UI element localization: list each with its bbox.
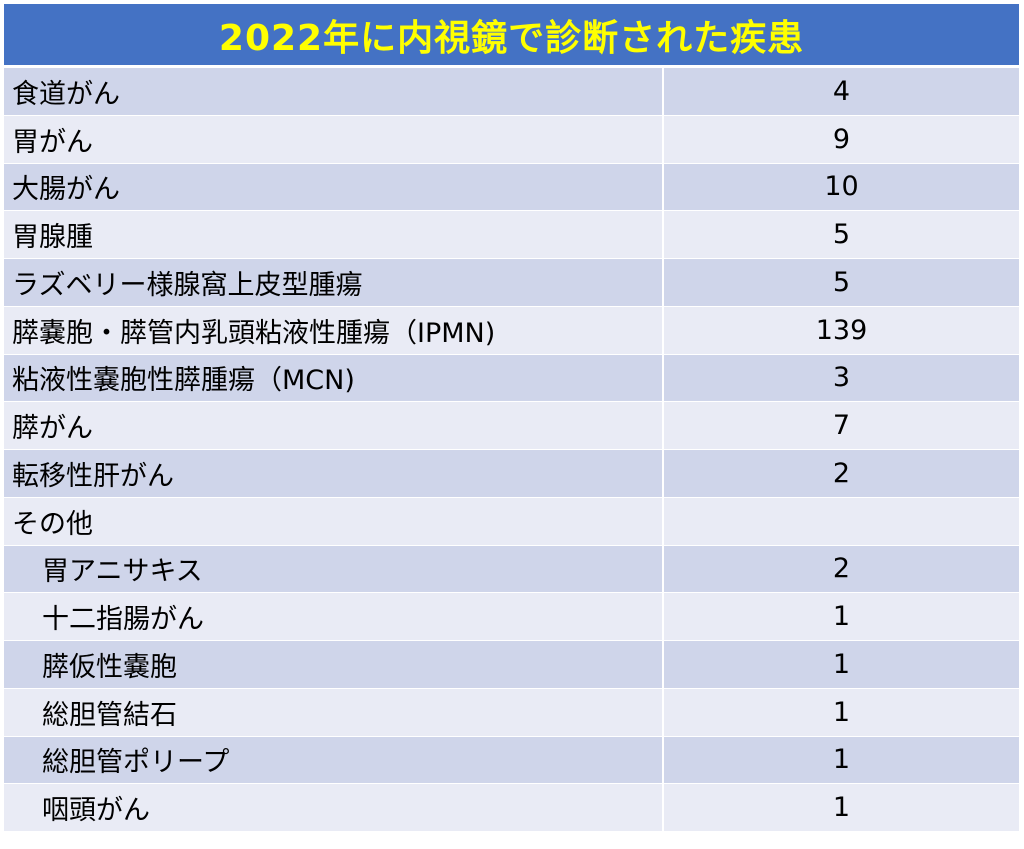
- disease-name-cell: 食道がん: [4, 68, 664, 115]
- case-count-cell: 1: [832, 744, 851, 776]
- disease-name-cell: 粘液性嚢胞性膵腫瘍（MCN): [4, 354, 664, 402]
- disease-name-cell: 十二指腸がん: [4, 593, 664, 640]
- table-row: 総胆管ポリープ 1: [4, 736, 1019, 785]
- case-count-cell: 5: [832, 266, 851, 298]
- case-count-cell: 4: [832, 75, 851, 107]
- table-row: 転移性肝がん 2: [4, 450, 1019, 498]
- table-row: 食道がん 4: [4, 68, 1019, 116]
- table-row: 膵がん 7: [4, 402, 1019, 450]
- table-row: 膵嚢胞・膵管内乳頭粘液性腫瘍（IPMN) 139: [4, 306, 1019, 355]
- table-row: 膵仮性嚢胞 1: [4, 641, 1019, 689]
- table-row: 粘液性嚢胞性膵腫瘍（MCN) 3: [4, 354, 1019, 403]
- disease-name-cell: その他: [4, 497, 664, 545]
- case-count-cell: 3: [832, 362, 851, 394]
- case-count-cell: 1: [832, 792, 851, 824]
- case-count-cell: 139: [815, 314, 868, 346]
- table-row: 胃アニサキス 2: [4, 545, 1019, 594]
- case-count-cell: 10: [824, 171, 859, 203]
- disease-name-cell: 膵仮性嚢胞: [4, 641, 664, 688]
- table-row: 胃腺腫 5: [4, 211, 1019, 259]
- case-count-cell: 1: [832, 601, 851, 633]
- table-row: 総胆管結石 1: [4, 688, 1019, 737]
- disease-name-cell: 転移性肝がん: [4, 450, 664, 497]
- case-count-cell: 7: [832, 410, 851, 442]
- disease-name-cell: 大腸がん: [4, 163, 664, 211]
- case-count-cell: 2: [832, 553, 851, 585]
- disease-name-cell: 総胆管結石: [4, 688, 664, 736]
- table-row: 咽頭がん 1: [4, 784, 1019, 832]
- disease-table: 2022年に内視鏡で診断された疾患 食道がん 4 胃がん 9 大腸がん 10 胃腺腫 5 ラズベ…: [4, 4, 1019, 832]
- disease-name-cell: 胃腺腫: [4, 211, 664, 258]
- disease-name-cell: ラズベリー様腺窩上皮型腫瘍: [4, 259, 664, 306]
- case-count-cell: [664, 498, 1019, 545]
- case-count-cell: 2: [832, 457, 851, 489]
- disease-name-cell: 胃がん: [4, 115, 664, 163]
- disease-name-cell: 咽頭がん: [4, 784, 664, 831]
- table-row: ラズベリー様腺窩上皮型腫瘍 5: [4, 259, 1019, 307]
- case-count-cell: 1: [832, 696, 851, 728]
- disease-name-cell: 胃アニサキス: [4, 545, 664, 593]
- case-count-cell: 9: [832, 123, 851, 155]
- table-header: 2022年に内視鏡で診断された疾患: [4, 4, 1019, 68]
- case-count-cell: 1: [832, 648, 851, 680]
- disease-name-cell: 総胆管ポリープ: [4, 736, 664, 784]
- disease-name-cell: 膵嚢胞・膵管内乳頭粘液性腫瘍（IPMN): [4, 306, 664, 354]
- table-row: その他: [4, 497, 1019, 546]
- case-count-cell: 5: [832, 219, 851, 251]
- table-row: 胃がん 9: [4, 115, 1019, 164]
- table-title: 2022年に内視鏡で診断された疾患: [218, 17, 805, 59]
- table-row: 十二指腸がん 1: [4, 593, 1019, 641]
- table-body: 食道がん 4 胃がん 9 大腸がん 10 胃腺腫 5 ラズベリー様腺窩上皮型腫瘍 5 膵嚢胞・膵管内…: [4, 68, 1019, 832]
- table-row: 大腸がん 10: [4, 163, 1019, 212]
- disease-name-cell: 膵がん: [4, 402, 664, 449]
